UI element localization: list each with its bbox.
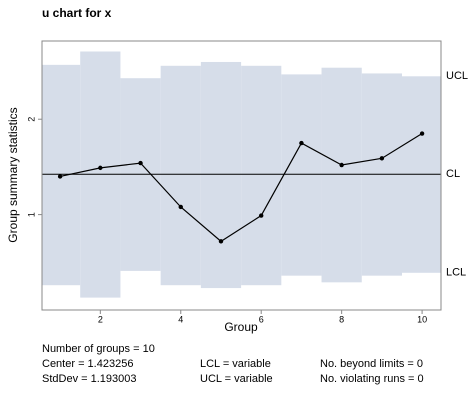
control-band: [200, 61, 242, 289]
data-point: [419, 131, 425, 136]
data-point: [178, 204, 183, 210]
x-axis-label: Group: [224, 320, 258, 334]
control-band: [281, 74, 322, 276]
data-point: [218, 239, 224, 244]
data-point: [138, 160, 143, 166]
data-line: [59, 133, 423, 243]
limit-label: CL: [446, 168, 460, 180]
x-tick-label: 2: [98, 314, 103, 324]
stat-text: UCL = variable: [200, 373, 273, 385]
data-point: [57, 174, 63, 179]
stat-text: LCL = variable: [200, 358, 271, 370]
x-tick-label: 8: [339, 314, 344, 324]
limit-label: LCL: [446, 267, 466, 279]
y-axis-label: Group summary statistics: [6, 107, 20, 242]
data-point: [299, 140, 304, 146]
y-tick-label: 2: [26, 117, 36, 122]
stat-text: No. violating runs = 0: [320, 373, 424, 385]
chart-title: u chart for x: [42, 6, 112, 20]
data-point: [339, 162, 344, 168]
data-point: [259, 213, 264, 218]
x-tick-label: 4: [178, 314, 183, 324]
x-tick-label: 10: [417, 314, 427, 324]
limit-label: UCL: [446, 70, 468, 82]
stat-text: No. beyond limits = 0: [320, 358, 423, 370]
control-band: [321, 67, 362, 283]
control-band: [160, 65, 201, 286]
x-tick-label: 6: [259, 314, 264, 324]
y-tick-label: 1: [26, 212, 36, 217]
stat-text: Number of groups = 10: [42, 343, 155, 355]
stat-text: Center = 1.423256: [42, 358, 133, 370]
plot-frame: [41, 40, 442, 311]
data-point: [98, 165, 103, 171]
control-band: [241, 65, 282, 286]
data-point: [379, 156, 385, 161]
stat-text: StdDev = 1.193003: [42, 373, 137, 385]
